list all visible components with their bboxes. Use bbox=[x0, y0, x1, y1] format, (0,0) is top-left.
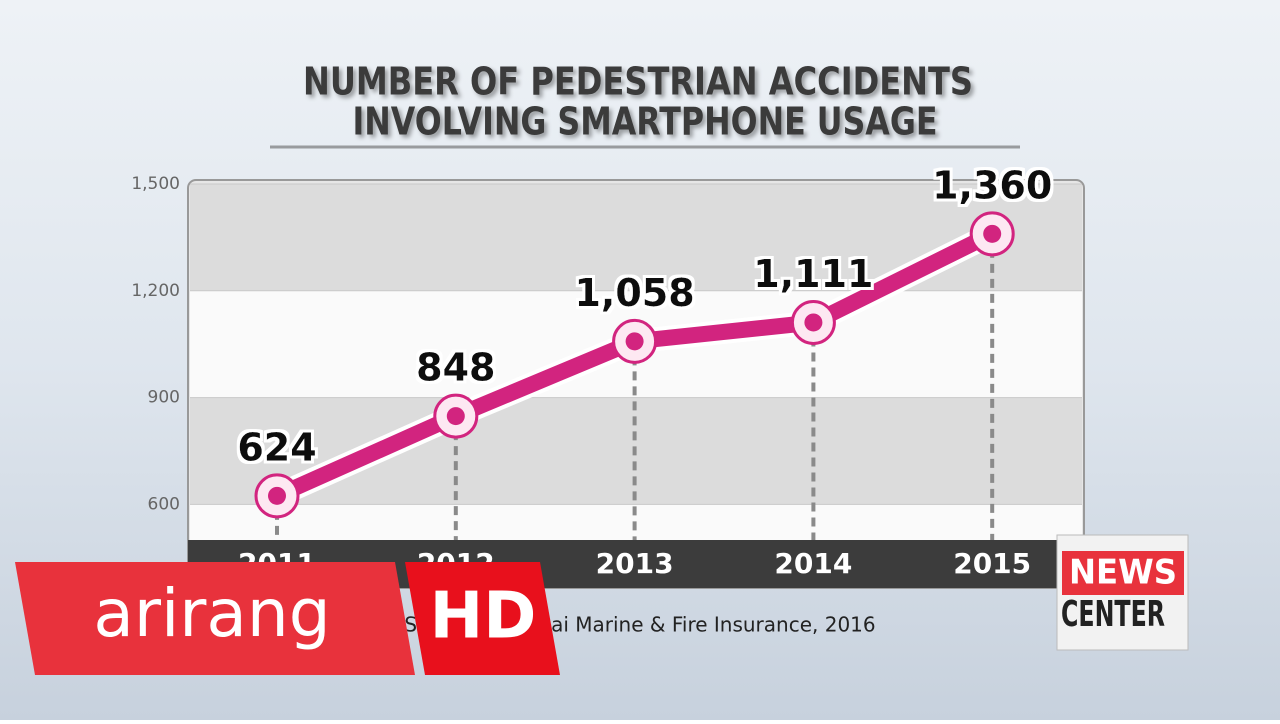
logo-channel: arirang bbox=[93, 575, 330, 652]
y-tick-label: 1,200 bbox=[131, 281, 180, 301]
x-tick-label: 2015 bbox=[953, 547, 1031, 580]
marker bbox=[983, 224, 1002, 243]
channel-logo: arirang HD bbox=[15, 562, 560, 675]
data-label: 848 bbox=[416, 346, 495, 390]
logo-plate bbox=[15, 562, 415, 675]
y-tick-label: 600 bbox=[148, 494, 180, 514]
chart-title: INVOLVING SMARTPHONE USAGE bbox=[353, 100, 938, 144]
logo-quality: HD bbox=[430, 580, 537, 654]
plot-bands bbox=[190, 183, 1082, 540]
data-label: 1,111 bbox=[753, 252, 873, 296]
y-tick-label: 1,500 bbox=[131, 174, 180, 194]
marker bbox=[446, 407, 465, 426]
data-label: 624 bbox=[237, 425, 316, 469]
x-tick-label: 2014 bbox=[774, 547, 852, 580]
data-label: 1,058 bbox=[574, 271, 694, 315]
x-tick-label: 2013 bbox=[596, 547, 674, 580]
marker bbox=[804, 313, 823, 332]
program-name: CENTER bbox=[1061, 594, 1165, 635]
program-band bbox=[1062, 551, 1184, 595]
program-logo: NEWS CENTER bbox=[1056, 534, 1189, 651]
marker bbox=[268, 486, 286, 505]
marker bbox=[625, 332, 644, 351]
data-label: 1,360 bbox=[932, 163, 1052, 207]
logo-hd-plate bbox=[405, 562, 560, 675]
plot: 201120122013201420156248481,0581,1111,36… bbox=[237, 163, 1052, 580]
y-tick-label: 900 bbox=[148, 388, 180, 408]
chart-title: NUMBER OF PEDESTRIAN ACCIDENTS bbox=[303, 60, 973, 104]
program-name: NEWS bbox=[1069, 553, 1177, 593]
